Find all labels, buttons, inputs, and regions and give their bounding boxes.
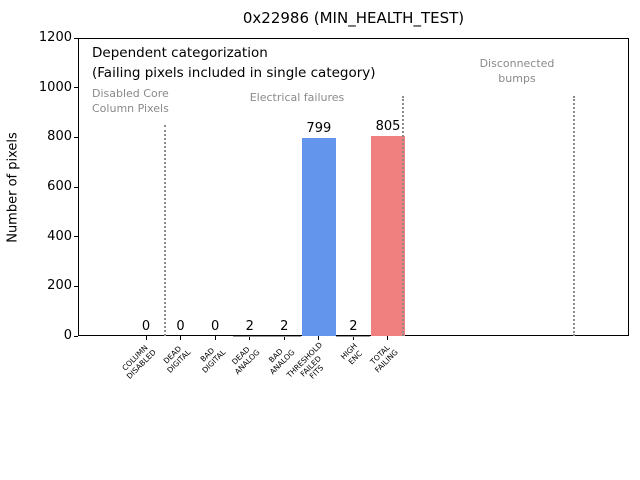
- bar-value-label: 799: [306, 120, 332, 136]
- region-label-electrical-failures: Electrical failures: [249, 91, 345, 104]
- y-tick-label: 400: [47, 228, 72, 244]
- bar-value-label: 0: [210, 319, 220, 334]
- x-tick-mark: [249, 336, 251, 340]
- y-tick-label: 1000: [38, 79, 72, 95]
- y-tick-mark: [74, 136, 78, 138]
- x-tick-label: TOTAL FAILING: [238, 341, 400, 374]
- y-tick-mark: [74, 186, 78, 188]
- plot-area: Dependent categorization (Failing pixels…: [78, 38, 629, 336]
- bar: [370, 136, 405, 336]
- x-tick-mark: [145, 336, 147, 340]
- y-tick-label: 600: [47, 179, 72, 194]
- bar-value-label: 2: [280, 318, 289, 334]
- bar: [301, 137, 336, 336]
- y-tick-mark: [74, 37, 78, 39]
- x-tick-mark: [283, 336, 285, 340]
- y-tick-label: 800: [47, 129, 72, 145]
- region-label-disconnected-bumps: Disconnected bumps: [479, 57, 555, 85]
- y-tick-label: 200: [47, 278, 72, 294]
- bar-value-label: 2: [245, 318, 254, 334]
- region-label-disabled-core-column-pixels: Disabled Core Column Pixels: [92, 87, 169, 115]
- bar-value-label: 805: [375, 119, 401, 135]
- x-tick-mark: [387, 336, 389, 340]
- chart-title: 0x22986 (MIN_HEALTH_TEST): [242, 9, 465, 27]
- x-tick-mark: [318, 336, 320, 340]
- bar-value-label: 0: [141, 319, 151, 334]
- annotation-dependent-categorization: Dependent categorization: [92, 45, 268, 61]
- region-separator-line: [163, 124, 166, 336]
- x-tick-label-text: TOTAL FAILING: [368, 342, 400, 374]
- y-tick-mark: [74, 335, 78, 337]
- y-tick-label: 0: [63, 328, 72, 343]
- x-tick-mark: [352, 336, 354, 340]
- y-tick-mark: [74, 87, 78, 89]
- y-tick-label: 1200: [38, 30, 72, 45]
- annotation-failing-note: (Failing pixels included in single categ…: [92, 65, 376, 81]
- x-tick-mark: [180, 336, 182, 340]
- bar-value-label: 2: [349, 318, 358, 334]
- region-separator-line: [572, 96, 575, 336]
- y-tick-mark: [74, 236, 78, 238]
- x-tick-mark: [214, 336, 216, 340]
- bar-value-label: 0: [176, 319, 185, 334]
- region-separator-line: [401, 96, 404, 336]
- y-tick-mark: [74, 285, 78, 287]
